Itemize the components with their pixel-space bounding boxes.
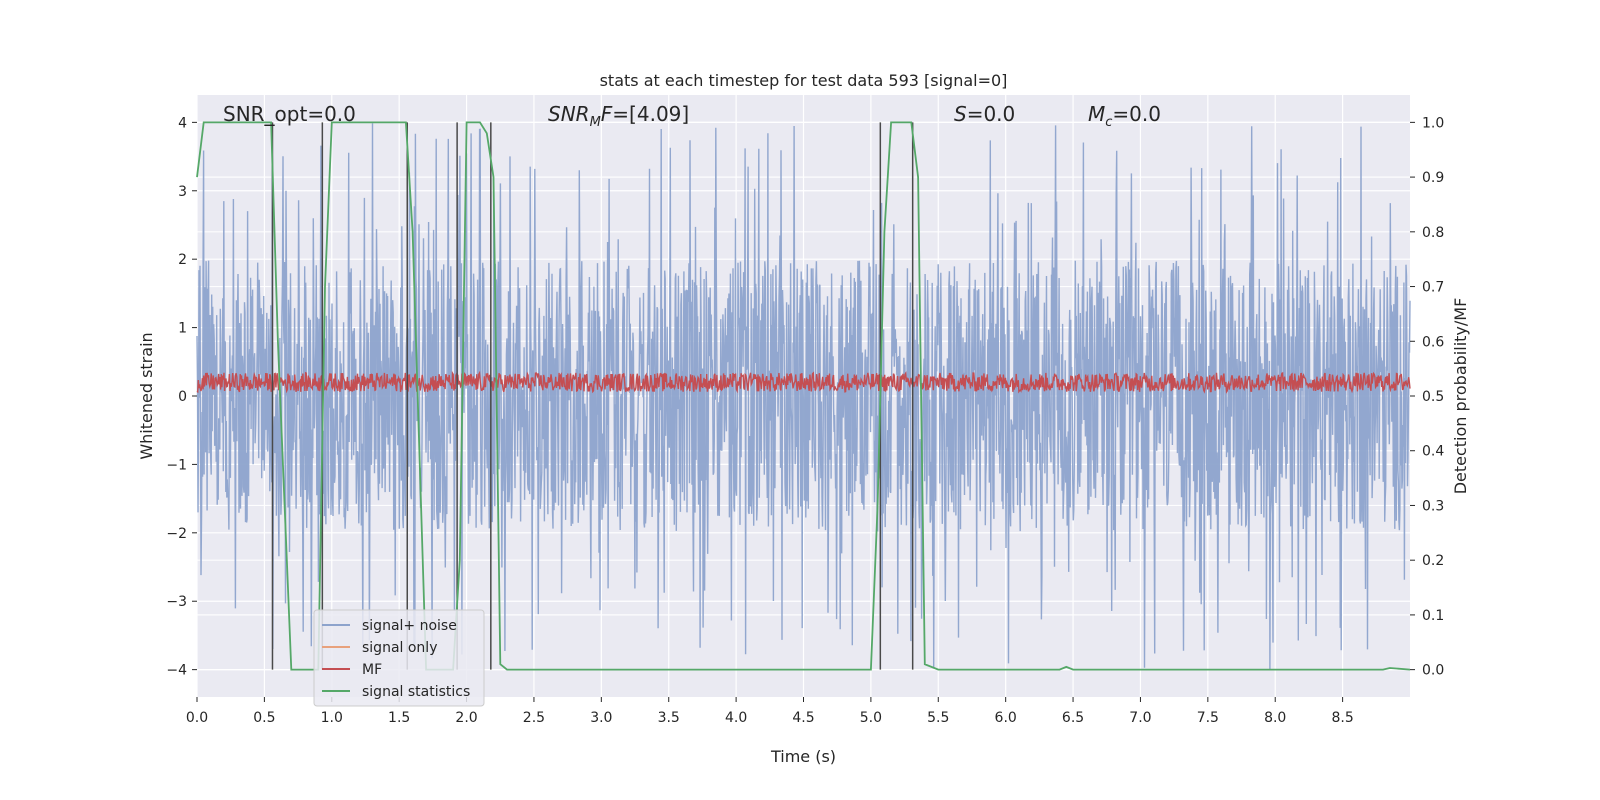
x-tick-label: 5.0 [860, 710, 882, 726]
annotation-chirp-mass: Mc=0.0 [1088, 102, 1161, 130]
legend-entry: signal statistics [362, 684, 470, 700]
axes: 0.0 0.5 1.0 1.5 2.0 2.5 3.0 3.5 4.0 4.5 5.0 5.5 6.0 6… [166, 115, 1444, 726]
y-right-tick-label: 0.2 [1422, 553, 1444, 569]
y-tick-label: 3 [178, 184, 187, 200]
x-tick-label: 0.0 [186, 710, 208, 726]
x-tick-label: 8.5 [1331, 710, 1353, 726]
mf-trace [196, 370, 1411, 394]
x-tick-label: 2.5 [523, 710, 545, 726]
x-tick-label: 7.0 [1129, 710, 1151, 726]
x-tick-label: 0.5 [253, 710, 275, 726]
y-tick-label: −4 [166, 663, 187, 679]
y-right-tick-label: 0.8 [1422, 225, 1444, 241]
y-axis-right-label: Detection probability/MF [1451, 298, 1470, 495]
x-tick-label: 6.0 [995, 710, 1017, 726]
annotation-snr-mf: SNRMF=[4.09] [548, 102, 689, 130]
legend-entry: signal only [362, 640, 437, 656]
y-right-tick-label: 0.1 [1422, 608, 1444, 624]
chart-title: stats at each timestep for test data 593… [600, 71, 1008, 90]
y-right-tick-label: 0.5 [1422, 389, 1444, 405]
x-tick-label: 5.5 [927, 710, 949, 726]
x-tick-label: 4.0 [725, 710, 747, 726]
annotation-spin-value: =0.0 [967, 102, 1016, 126]
y-tick-label: 4 [178, 115, 187, 131]
x-tick-label: 2.0 [455, 710, 477, 726]
annotation-mc-value: =0.0 [1112, 102, 1161, 126]
y-right-tick-label: 0.7 [1422, 280, 1444, 296]
x-tick-label: 3.0 [590, 710, 612, 726]
x-tick-label: 8.0 [1264, 710, 1286, 726]
annotation-spin-symbol: S [954, 102, 967, 126]
legend-entry: MF [362, 662, 382, 678]
x-tick-label: 1.0 [321, 710, 343, 726]
x-tick-label: 4.5 [792, 710, 814, 726]
annotation-snr-mf-subscript: M [590, 115, 601, 130]
y-tick-label: 1 [178, 321, 187, 337]
annotation-mc-subscript: c [1105, 115, 1112, 130]
x-tick-label: 6.5 [1062, 710, 1084, 726]
series-signal-statistics [196, 121, 1411, 671]
y-tick-label: 2 [178, 252, 187, 268]
y-right-tick-label: 0.4 [1422, 444, 1444, 460]
noise-trace [196, 123, 1411, 670]
y-right-tick-label: 0.0 [1422, 663, 1444, 679]
stats-trace [196, 121, 1411, 671]
annotation-snr-opt: SNR_opt=0.0 [223, 102, 356, 126]
annotation-mc-symbol: M [1088, 102, 1105, 126]
y-right-tick-label: 0.6 [1422, 334, 1444, 350]
y-right-tick-label: 1.0 [1422, 115, 1444, 131]
y-right-tick-label: 0.9 [1422, 170, 1444, 186]
legend: signal+ noise signal only MF signal statist… [313, 609, 485, 707]
x-tick-label: 3.5 [658, 710, 680, 726]
annotation-spin: S=0.0 [954, 102, 1015, 126]
annotation-snr-mf-value: =[4.09] [612, 102, 689, 126]
annotation-snr-mf-suffix: F [601, 102, 613, 126]
y-right-tick-label: 0.3 [1422, 498, 1444, 514]
legend-box [313, 609, 485, 707]
x-axis-label: Time (s) [770, 747, 836, 766]
annotation-snr-mf-symbol: SNR [548, 102, 590, 126]
legend-entry: signal+ noise [362, 618, 457, 634]
x-tick-label: 7.5 [1197, 710, 1219, 726]
y-axis-label: Whitened strain [137, 332, 156, 459]
x-tick-label: 1.5 [388, 710, 410, 726]
series-signal-noise [196, 123, 1411, 670]
y-tick-label: −2 [166, 526, 187, 542]
series-mf [196, 370, 1411, 394]
y-tick-label: 0 [178, 389, 187, 405]
y-tick-label: −3 [166, 594, 187, 610]
y-tick-label: −1 [166, 457, 187, 473]
